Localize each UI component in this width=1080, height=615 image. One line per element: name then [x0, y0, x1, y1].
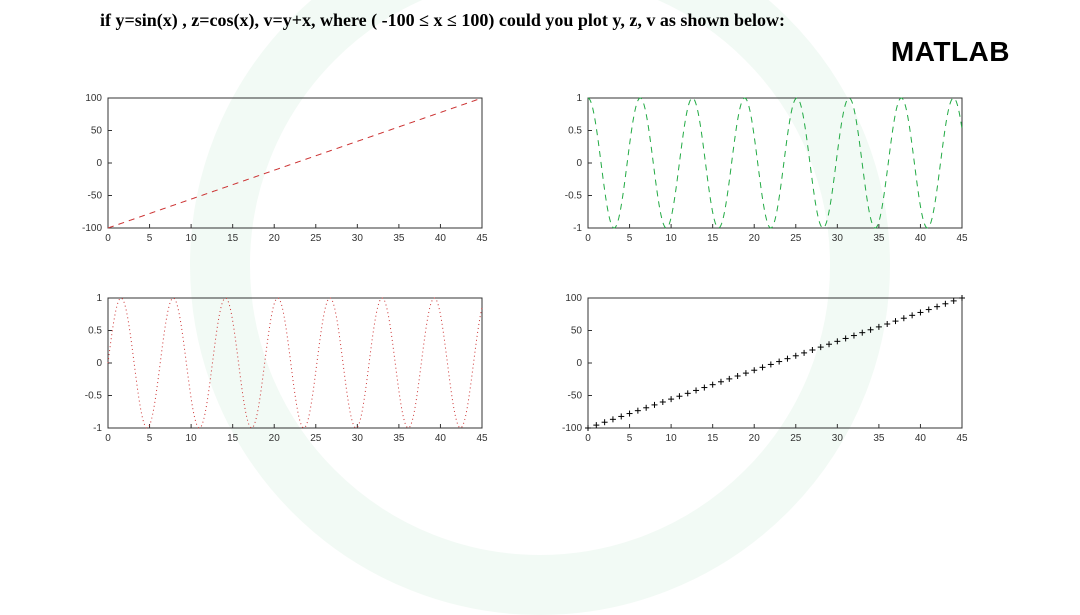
svg-text:-100: -100	[82, 223, 102, 234]
svg-text:5: 5	[147, 433, 153, 444]
svg-text:15: 15	[707, 433, 719, 444]
svg-text:25: 25	[310, 433, 322, 444]
svg-text:30: 30	[832, 233, 844, 244]
svg-text:50: 50	[571, 326, 583, 337]
svg-text:100: 100	[565, 293, 582, 304]
svg-text:0: 0	[585, 233, 591, 244]
svg-text:0.5: 0.5	[568, 126, 582, 137]
svg-text:0: 0	[96, 358, 102, 369]
svg-text:0: 0	[576, 358, 582, 369]
svg-text:35: 35	[393, 433, 405, 444]
matlab-logo-text: MATLAB	[891, 36, 1010, 68]
svg-text:20: 20	[749, 433, 761, 444]
svg-text:-50: -50	[88, 191, 103, 202]
svg-text:-100: -100	[562, 423, 582, 434]
svg-text:25: 25	[790, 433, 802, 444]
svg-text:20: 20	[269, 233, 281, 244]
svg-text:40: 40	[915, 233, 927, 244]
svg-text:15: 15	[227, 433, 239, 444]
svg-text:45: 45	[956, 233, 968, 244]
svg-text:10: 10	[666, 233, 678, 244]
plot-grid: 051015202530354045-100-50050100 05101520…	[70, 90, 970, 450]
question-text: if y=sin(x) , z=cos(x), v=y+x, where ( -…	[100, 10, 785, 30]
svg-text:0: 0	[96, 158, 102, 169]
svg-text:0.5: 0.5	[88, 326, 102, 337]
svg-text:15: 15	[707, 233, 719, 244]
svg-text:30: 30	[352, 233, 364, 244]
svg-text:5: 5	[627, 433, 633, 444]
svg-text:20: 20	[269, 433, 281, 444]
svg-text:40: 40	[915, 433, 927, 444]
svg-text:-1: -1	[93, 423, 102, 434]
svg-text:-1: -1	[573, 223, 582, 234]
svg-text:10: 10	[186, 233, 198, 244]
svg-text:40: 40	[435, 433, 447, 444]
svg-text:45: 45	[476, 433, 488, 444]
svg-text:0: 0	[585, 433, 591, 444]
svg-text:5: 5	[147, 233, 153, 244]
svg-text:10: 10	[666, 433, 678, 444]
svg-text:0: 0	[105, 433, 111, 444]
svg-text:20: 20	[749, 233, 761, 244]
subplot-top-right: 0 5 10 15 20 25 30 35 40 45 -1 -0.5 0 0.5 1	[550, 90, 970, 250]
svg-text:-50: -50	[568, 391, 583, 402]
svg-text:40: 40	[435, 233, 447, 244]
svg-text:0: 0	[576, 158, 582, 169]
svg-text:1: 1	[576, 93, 582, 104]
svg-text:30: 30	[832, 433, 844, 444]
subplot-bottom-left: 0 5 10 15 20 25 30 35 40 45 -1 -0.5 0 0.5 1	[70, 290, 490, 450]
svg-text:1: 1	[96, 293, 102, 304]
svg-text:35: 35	[393, 233, 405, 244]
subplot-top-left: 0 5 10 15 20 25 30 35 40 45 -100 -50 0 50 100	[70, 90, 490, 250]
svg-text:25: 25	[790, 233, 802, 244]
svg-text:10: 10	[186, 433, 198, 444]
svg-text:45: 45	[476, 233, 488, 244]
svg-text:0: 0	[105, 233, 111, 244]
svg-text:-0.5: -0.5	[565, 191, 583, 202]
svg-text:100: 100	[85, 93, 102, 104]
svg-text:15: 15	[227, 233, 239, 244]
svg-text:5: 5	[627, 233, 633, 244]
svg-text:35: 35	[873, 233, 885, 244]
svg-text:-0.5: -0.5	[85, 391, 103, 402]
svg-text:30: 30	[352, 433, 364, 444]
svg-text:25: 25	[310, 233, 322, 244]
svg-text:35: 35	[873, 433, 885, 444]
svg-text:45: 45	[956, 433, 968, 444]
question-header: if y=sin(x) , z=cos(x), v=y+x, where ( -…	[100, 10, 1040, 31]
svg-text:50: 50	[91, 126, 103, 137]
subplot-bottom-right: 0 5 10 15 20 25 30 35 40 45 -100 -50 0 50 100	[550, 290, 970, 450]
